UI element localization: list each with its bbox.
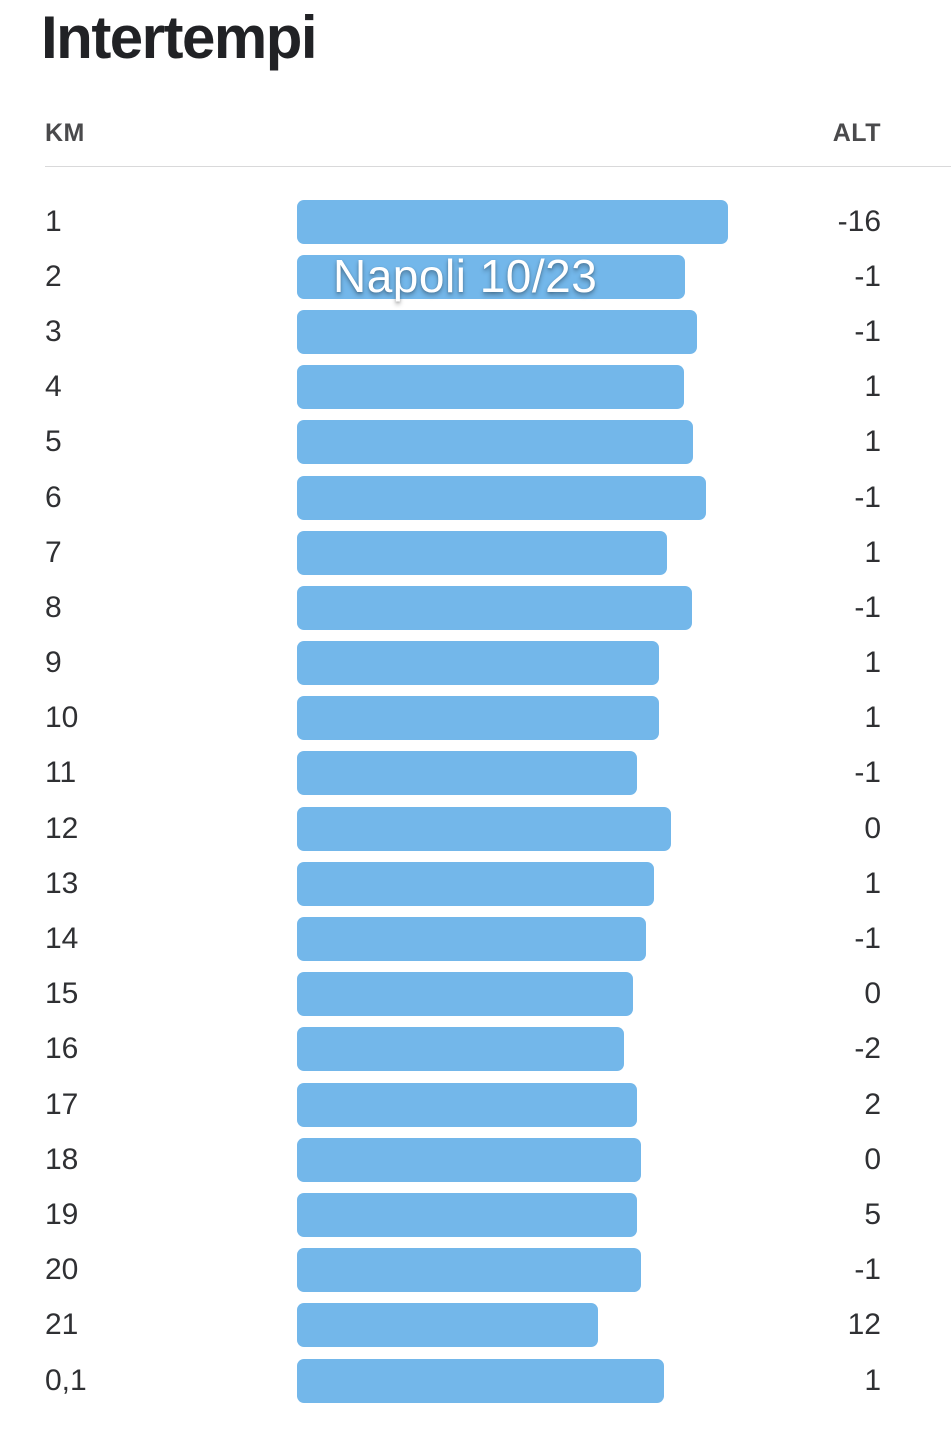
split-row: 18 0 [0,1132,951,1187]
km-label: 3 [45,314,62,348]
alt-value: 1 [864,866,881,900]
pace-bar [297,641,659,686]
pace-bar [297,309,697,354]
km-label: 1 [45,204,62,238]
split-row: 16 -2 [0,1022,951,1077]
alt-value: -1 [854,922,881,956]
split-row: 2 -1 Napoli 10/23 [0,249,951,304]
km-label: 10 [45,701,79,735]
alt-value: -16 [837,204,881,238]
pace-bar [297,861,654,906]
page-title: Intertempi [41,4,318,71]
km-label: 0,1 [45,1363,87,1397]
alt-value: -1 [854,259,881,293]
pace-bar [297,972,633,1017]
km-label: 7 [45,535,62,569]
split-row: 17 2 [0,1077,951,1132]
column-header-km: KM [45,119,85,147]
alt-value: 1 [864,370,881,404]
km-label: 12 [45,811,79,845]
alt-value: -1 [854,314,881,348]
alt-value: 5 [864,1197,881,1231]
km-label: 11 [45,756,77,790]
pace-bar [297,1137,641,1182]
split-row: 10 1 [0,691,951,746]
alt-value: -1 [854,1253,881,1287]
split-row: 11 -1 [0,746,951,801]
split-row: 15 0 [0,967,951,1022]
splits-list: 1 -16 2 -1 Napoli 10/23 3 -1 4 1 5 1 6 -1 7 1 8 -1 9 1 10 1 1… [0,194,951,1408]
km-label: 2 [45,259,62,293]
split-row: 14 -1 [0,911,951,966]
alt-value: 2 [864,1087,881,1121]
split-row: 8 -1 [0,580,951,635]
km-label: 15 [45,977,79,1011]
split-row: 20 -1 [0,1243,951,1298]
alt-value: 0 [864,977,881,1011]
split-row: 3 -1 [0,304,951,359]
km-label: 14 [45,922,79,956]
alt-value: 0 [864,1142,881,1176]
km-label: 6 [45,480,62,514]
alt-value: 1 [864,425,881,459]
pace-bar [297,917,646,962]
pace-bar [297,254,685,299]
watermark-text: Napoli 10/23 [333,249,598,302]
km-label: 13 [45,866,79,900]
alt-value: 1 [864,646,881,680]
alt-value: -1 [854,756,881,790]
km-label: 17 [45,1087,79,1121]
pace-bar [297,1027,624,1072]
alt-value: 1 [864,701,881,735]
km-label: 8 [45,590,62,624]
pace-bar [297,420,693,465]
pace-bar [297,806,671,851]
alt-value: 1 [864,535,881,569]
alt-value: 12 [847,1308,881,1342]
pace-bar [297,751,637,796]
pace-bar [297,1358,664,1403]
pace-bar [297,1192,637,1237]
alt-value: 0 [864,811,881,845]
alt-value: 1 [864,1363,881,1397]
split-row: 6 -1 [0,470,951,525]
km-label: 20 [45,1253,79,1287]
pace-bar [297,365,684,410]
split-row: 21 12 [0,1298,951,1353]
km-label: 9 [45,646,62,680]
pace-bar [297,585,692,630]
pace-bar [297,530,667,575]
km-label: 5 [45,425,62,459]
km-label: 4 [45,370,62,404]
split-row: 13 1 [0,856,951,911]
pace-bar [297,1082,637,1127]
column-header-alt: ALT [832,119,881,147]
split-row: 19 5 [0,1187,951,1242]
split-row: 1 -16 [0,194,951,249]
pace-bar [297,1303,598,1348]
pace-bar [297,1248,641,1293]
km-label: 18 [45,1142,79,1176]
column-headers: KM ALT [45,119,881,148]
pace-bar [297,696,659,741]
split-row: 12 0 [0,801,951,856]
alt-value: -1 [854,590,881,624]
header-divider [45,166,951,167]
split-row: 0,1 1 [0,1353,951,1408]
alt-value: -1 [854,480,881,514]
km-label: 21 [45,1308,79,1342]
pace-bar [297,475,706,520]
alt-value: -2 [854,1032,881,1066]
pace-bar [297,199,728,244]
km-label: 19 [45,1197,79,1231]
km-label: 16 [45,1032,79,1066]
